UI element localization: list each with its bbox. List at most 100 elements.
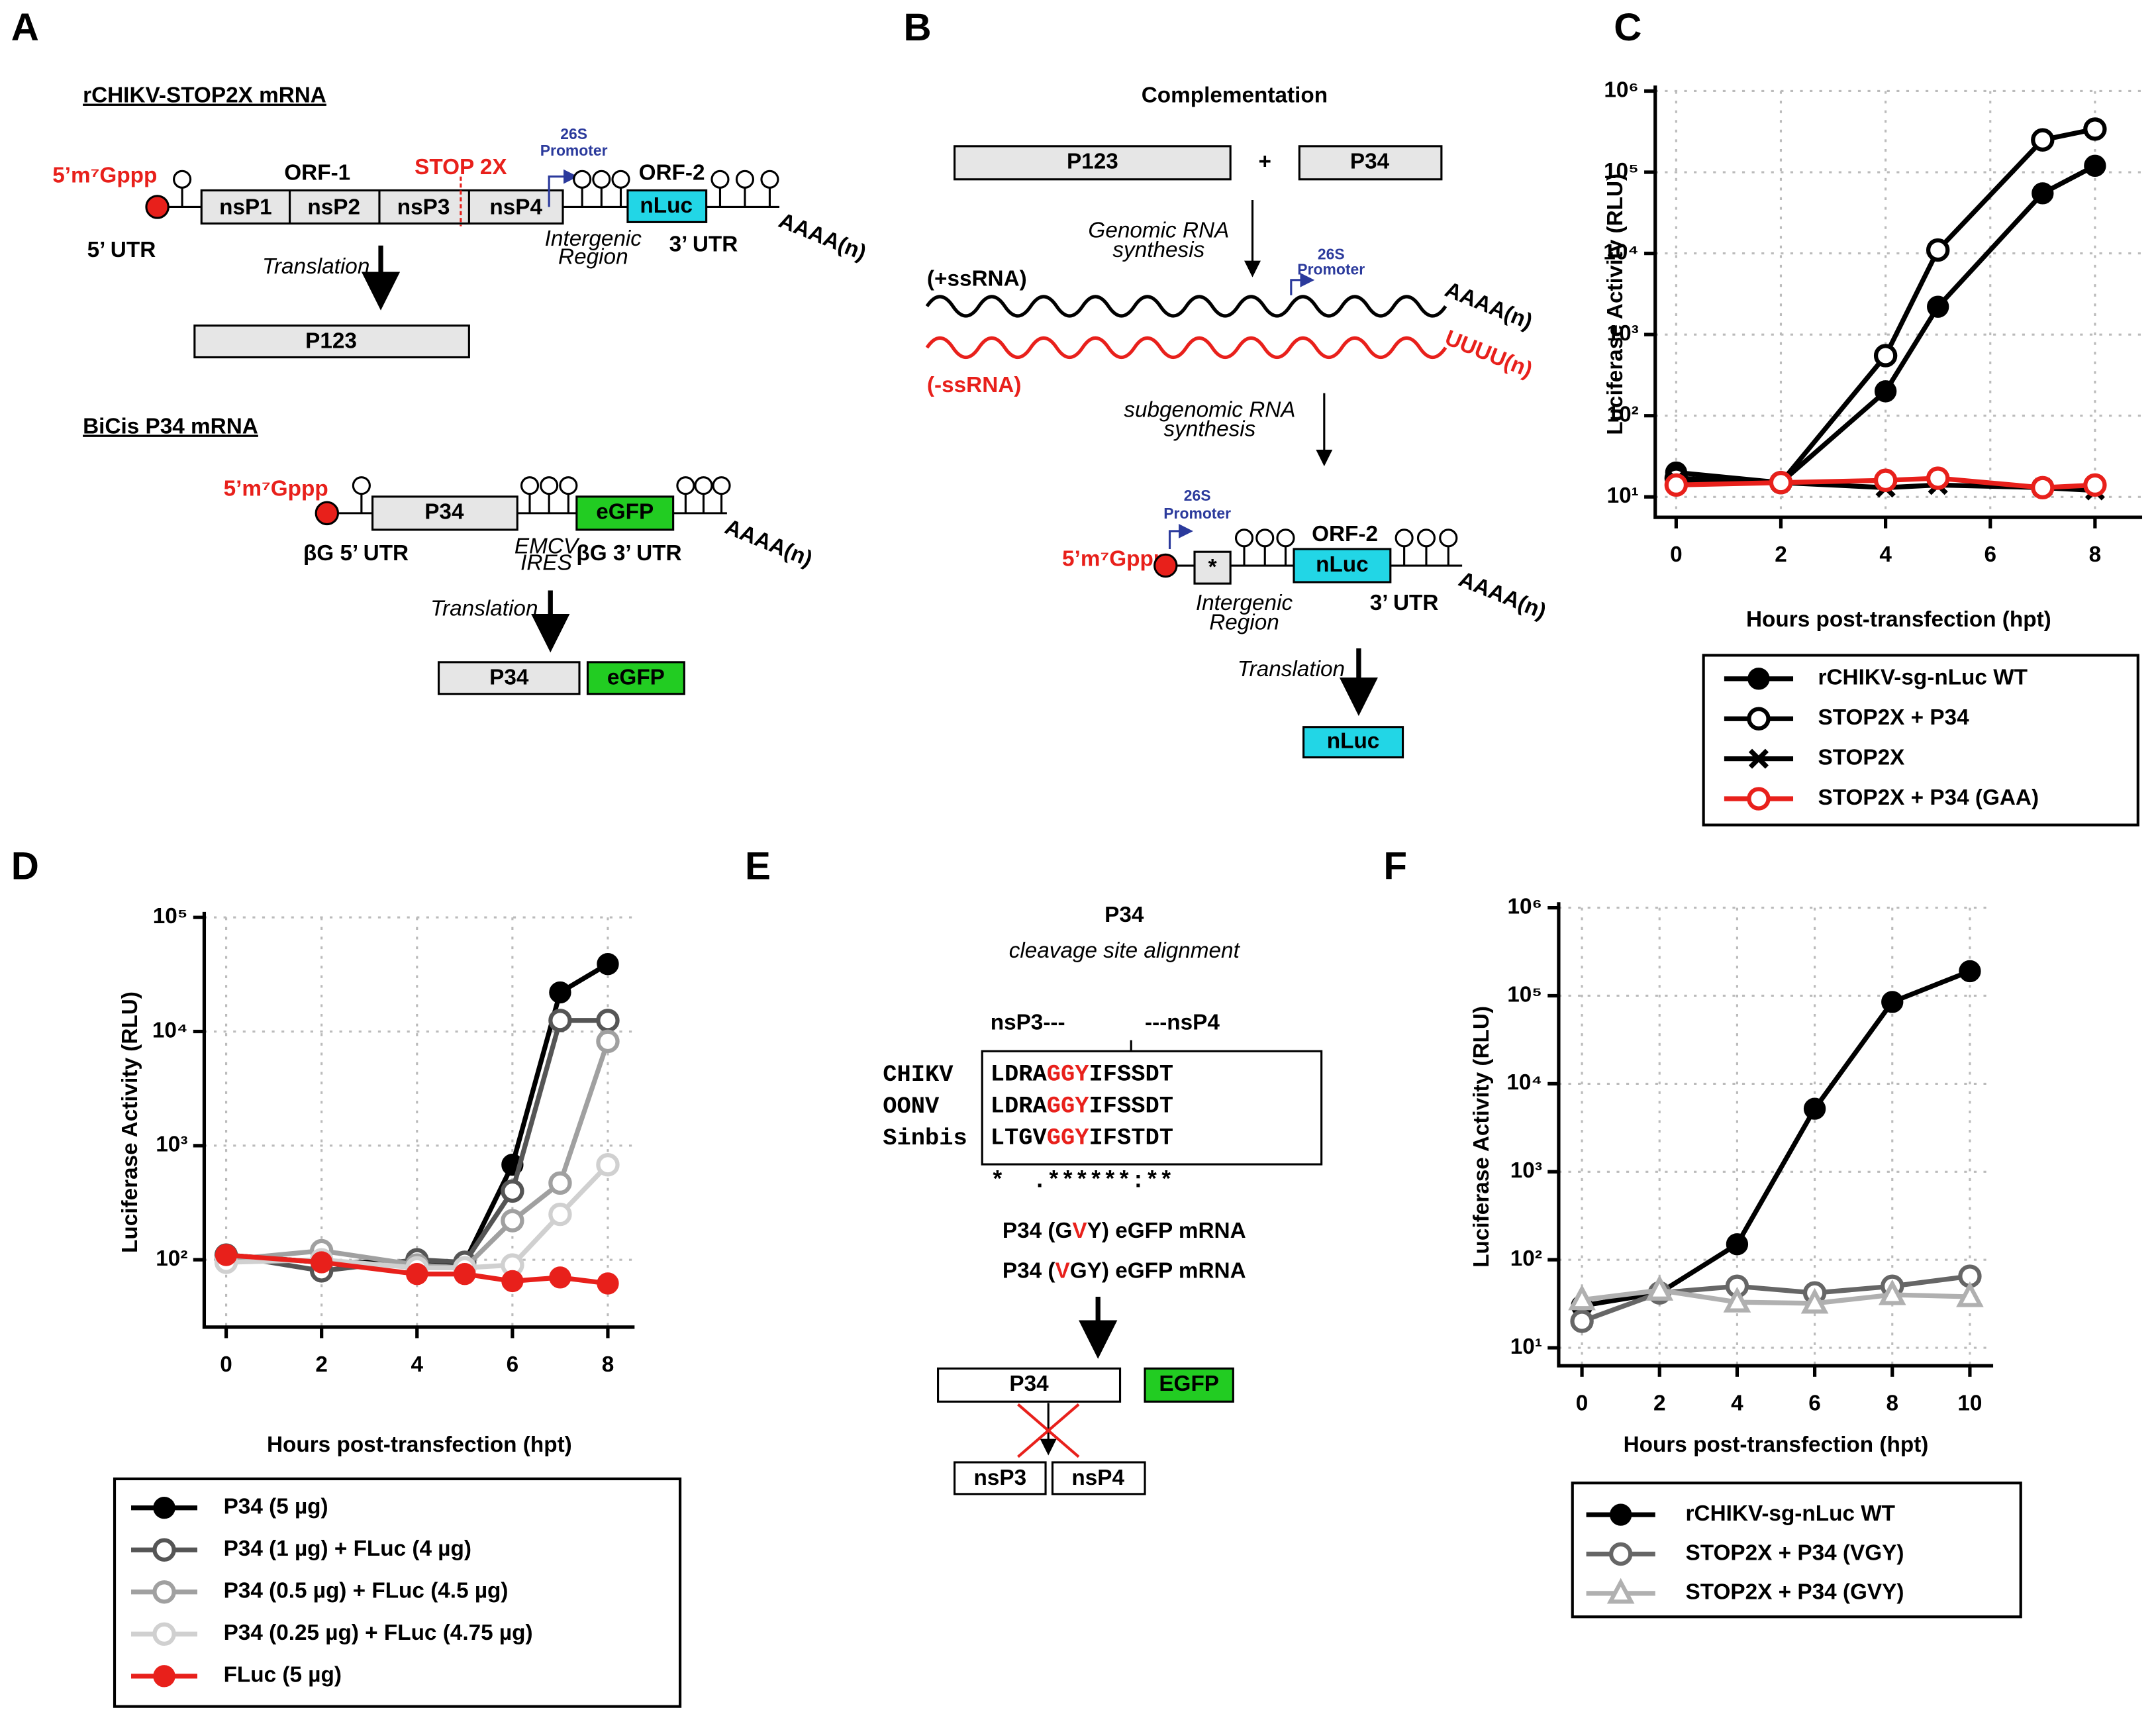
seq-motif: GGY — [1047, 1093, 1089, 1120]
panel-label: B — [904, 6, 932, 49]
mutant-residue: V — [1055, 1258, 1070, 1283]
data-point — [501, 1209, 524, 1233]
legend-marker — [153, 1497, 175, 1519]
promoter-label: 26S — [1184, 487, 1211, 504]
data-point — [1878, 1279, 1906, 1305]
data-point — [2031, 128, 2055, 152]
cap — [315, 501, 340, 526]
sequence: LTGVGGYIFSTDT — [991, 1125, 1173, 1152]
stem-loop — [760, 170, 779, 209]
nsp-label: nsP3 — [397, 195, 450, 219]
poly-u: UUUU(n) — [1442, 326, 1536, 383]
data-point — [1927, 295, 1949, 318]
mutant-label: P34 (VGY) eGFP mRNA — [1003, 1258, 1246, 1283]
sequence: LDRAGGYIFSSDT — [991, 1062, 1173, 1088]
panel-label: A — [11, 6, 39, 49]
data-point — [1645, 1274, 1674, 1301]
poly-a: AAAA(n) — [722, 515, 816, 572]
seq-motif: GGY — [1047, 1125, 1089, 1152]
charts: 10¹ 10² 10³ 10⁴ 10⁵ 10⁶ 0 2 4 6 8 Hours post-transf… — [113, 77, 2143, 1708]
legend-label: P34 (1 µg) + FLuc (4 µg) — [224, 1536, 471, 1561]
panel-title: P34 — [1104, 903, 1144, 927]
reporter-box — [1293, 548, 1392, 583]
panel-label: E — [745, 845, 771, 888]
stem-loop — [694, 476, 713, 515]
reporter-label: eGFP — [596, 500, 654, 525]
data-point — [549, 1266, 571, 1289]
construct-label: P34 — [1009, 1372, 1049, 1396]
data-point — [311, 1251, 333, 1274]
chart: 10¹ 10² 10³ 10⁴ 10⁵ 10⁶ 0 2 4 6 8 10 Hours post-tran… — [1469, 894, 2022, 1619]
strand-label: (+ssRNA) — [927, 267, 1027, 291]
y-tick-label: 10⁴ — [1506, 1070, 1542, 1095]
data-point — [1664, 473, 1689, 497]
construct-box — [937, 1367, 1122, 1403]
virus-label: Sinbis — [883, 1125, 967, 1152]
axes — [1557, 902, 1994, 1368]
series-line — [226, 1040, 611, 1271]
panel-label: C — [1614, 6, 1642, 49]
product-box — [954, 1461, 1047, 1495]
x-tick-label: 6 — [1808, 1391, 1821, 1415]
x-tick-label: 0 — [220, 1352, 232, 1377]
mutant-residue: V — [1072, 1219, 1087, 1243]
ires-label: IRES — [520, 551, 572, 576]
legend-marker — [152, 1622, 176, 1646]
legend-label: STOP2X + P34 (GAA) — [1818, 785, 2039, 810]
legend-label: P34 (5 µg) — [224, 1495, 328, 1519]
legend-box — [113, 1477, 682, 1708]
orf-label: ORF-1 — [284, 160, 350, 185]
translation-label: Translation — [1238, 657, 1345, 681]
legend-marker — [1606, 1578, 1635, 1604]
x-tick-label: 0 — [1670, 542, 1683, 567]
data-point — [597, 952, 619, 976]
x-axis-label: Hours post-transfection (hpt) — [267, 1433, 572, 1457]
product-label: eGFP — [607, 666, 665, 690]
plus-strand — [925, 295, 1447, 318]
y-tick-label: 10⁵ — [153, 904, 188, 929]
legend-marker — [1747, 668, 1770, 690]
utr-label: 3’ UTR — [669, 232, 738, 257]
seq-part: IFSSDT — [1089, 1093, 1173, 1120]
virus-label: OONV — [883, 1093, 940, 1120]
stop-label: STOP 2X — [415, 155, 507, 179]
product-label: P123 — [305, 328, 357, 353]
stem-loop — [352, 476, 371, 515]
x-tick-label: 8 — [2089, 542, 2102, 567]
stem-loop — [559, 476, 578, 515]
orf-label: ORF-2 — [1312, 522, 1378, 546]
legend-label: rCHIKV-sg-nLuc WT — [1686, 1501, 1895, 1526]
legend-marker — [152, 1538, 176, 1562]
stem-loop — [540, 476, 559, 515]
cap-label: 5’m⁷Gppp — [52, 163, 157, 187]
nsp-label: nsP1 — [219, 195, 272, 219]
construct-title: BiCis P34 mRNA — [83, 415, 258, 439]
stem-loop — [1439, 529, 1458, 567]
promoter-label: 26S — [1318, 245, 1345, 262]
x-tick-label: 2 — [1653, 1391, 1666, 1415]
plus: + — [1259, 150, 1271, 174]
stem-loop — [573, 170, 592, 209]
construct-label: EGFP — [1159, 1372, 1219, 1396]
chart: 10¹ 10² 10³ 10⁴ 10⁵ 10⁶ 0 2 4 6 8 Hours post-transf… — [1603, 77, 2143, 827]
orf-label: ORF-2 — [639, 160, 705, 185]
legend-label: STOP2X + P34 (GVY) — [1686, 1580, 1904, 1605]
data-point — [501, 1270, 524, 1293]
nsp-label: nsP2 — [307, 195, 360, 219]
conservation: * .******:** — [991, 1168, 1173, 1194]
data-point — [2032, 182, 2054, 205]
virus-label: CHIKV — [883, 1062, 954, 1088]
panel-subtitle: cleavage site alignment — [1009, 938, 1241, 963]
legend-marker — [1608, 1542, 1633, 1566]
product-label: nsP4 — [1071, 1466, 1124, 1490]
x-tick-label: 8 — [602, 1352, 614, 1377]
product-box — [193, 325, 470, 359]
seq-part: LTGV — [991, 1125, 1048, 1152]
step-label: synthesis — [1163, 417, 1255, 442]
data-point — [1873, 468, 1898, 492]
mutant-part: Y) eGFP mRNA — [1087, 1219, 1246, 1243]
legend-label: P34 (0.25 µg) + FLuc (4.75 µg) — [224, 1621, 533, 1645]
y-tick-label: 10² — [1607, 403, 1639, 427]
utr-label: βG 5’ UTR — [303, 541, 409, 566]
product-label: nLuc — [1327, 729, 1380, 753]
